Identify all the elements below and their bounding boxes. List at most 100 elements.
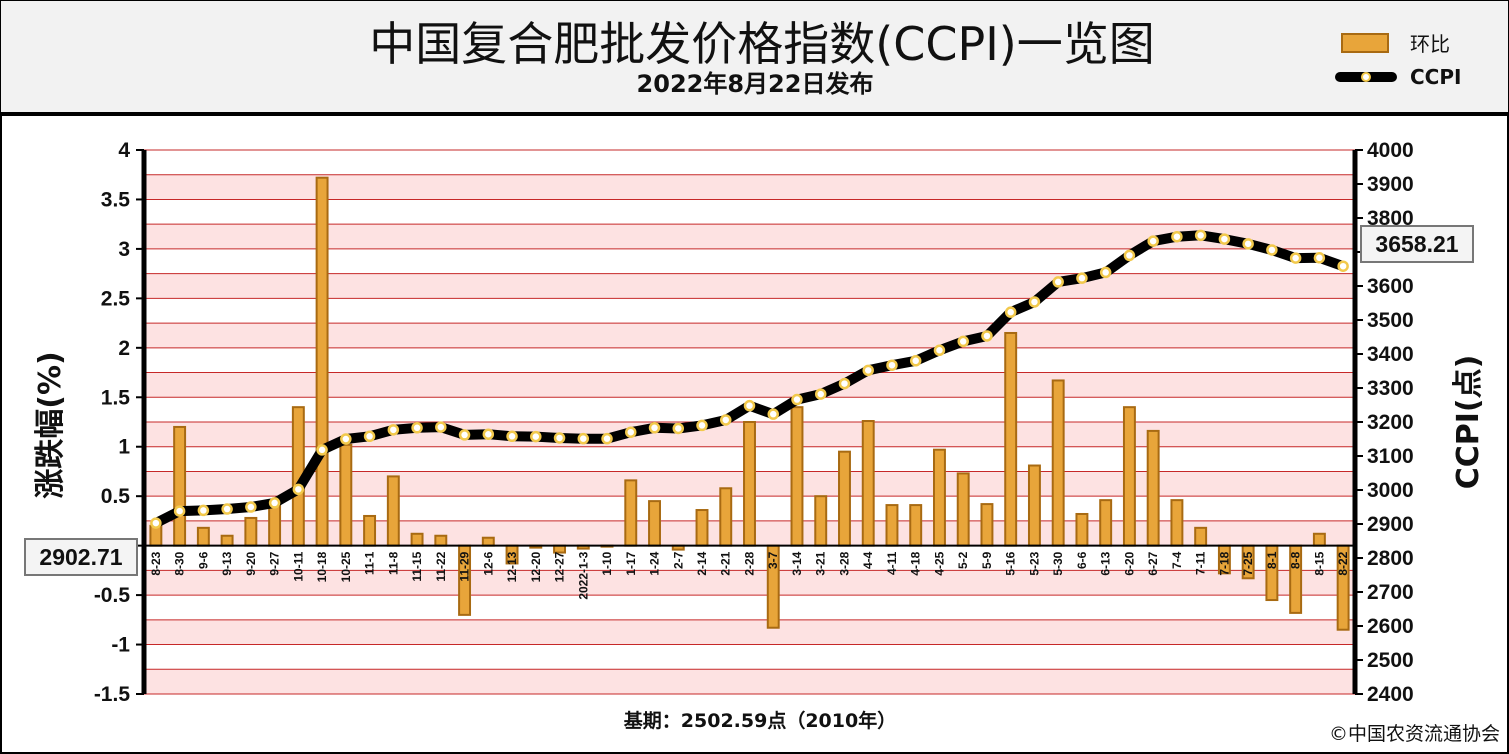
y2-tick-label: 3900 [1367, 173, 1414, 196]
bar [1170, 499, 1184, 547]
ccpi-point [886, 359, 898, 371]
y-tick-label: 4 [118, 139, 130, 162]
plot-band [144, 570, 1355, 596]
ccpi-point [981, 330, 993, 342]
bar [244, 516, 258, 547]
bar [386, 475, 400, 547]
start-callout-value: 2902.71 [39, 544, 122, 570]
x-tick-label: 11-15 [410, 551, 424, 581]
x-tick-label: 2-7 [671, 551, 685, 569]
x-tick-label: 12-20 [529, 551, 543, 582]
ccpi-line-series [150, 229, 1349, 529]
x-tick-label: 9-13 [220, 551, 234, 575]
ccpi-point [648, 422, 661, 434]
ccpi-point [933, 344, 946, 357]
x-tick-label: 10-11 [291, 551, 305, 581]
chart-title: 中国复合肥批发价格指数(CCPI)一览图 [369, 17, 1154, 71]
bar [1122, 406, 1136, 547]
y-tick-label: 3.5 [101, 188, 131, 211]
ccpi-point [814, 388, 827, 400]
ccpi-point [577, 432, 590, 445]
bar [1027, 464, 1041, 547]
y2-tick-label: 3500 [1367, 309, 1414, 332]
y-tick-label: -0.5 [94, 584, 131, 607]
x-tick-label: 12-13 [505, 551, 519, 582]
x-tick-label: 1-10 [600, 551, 614, 575]
bar [363, 514, 377, 547]
ccpi-point [1028, 296, 1041, 308]
left-axis-ticks: 4 3.5 3 2.5 2 1.5 1 0.5 -0.5 -1 -1.5 [94, 139, 144, 706]
x-tick-label: 2022-1-3 [576, 551, 590, 599]
ccpi-point [1313, 252, 1326, 264]
x-tick-label: 5-30 [1051, 551, 1065, 575]
x-tick-label: 5-9 [980, 551, 994, 569]
ccpi-point [506, 430, 518, 443]
ccpi-point [197, 504, 210, 517]
ccpi-point [862, 364, 874, 377]
bar [743, 421, 756, 547]
y-tick-label: -1.5 [94, 683, 131, 706]
x-tick-label: 8-15 [1312, 551, 1326, 575]
end-callout-box [1360, 225, 1474, 263]
bar [481, 536, 495, 547]
x-tick-label: 11-1 [363, 551, 377, 575]
y2-tick-label: 2800 [1367, 547, 1414, 570]
bar [1194, 526, 1208, 547]
ccpi-point [791, 393, 803, 406]
ccpi-point [743, 399, 756, 412]
x-tick-label: 3-21 [814, 551, 828, 575]
legend-line-label: CCPI [1410, 65, 1461, 89]
x-tick-label: 11-29 [458, 551, 472, 581]
y2-tick-label: 2500 [1367, 649, 1414, 672]
ccpi-point [458, 429, 471, 441]
start-callout-box [24, 538, 138, 576]
x-tick-label: 9-20 [244, 551, 258, 575]
x-tick-label: 7-4 [1170, 551, 1184, 569]
ccpi-point [1147, 235, 1159, 247]
bar [196, 526, 210, 547]
x-tick-label: 1-17 [624, 551, 638, 575]
x-tick-label: 1-24 [648, 551, 662, 575]
bar [268, 505, 282, 547]
ccpi-point [1123, 249, 1136, 262]
ccpi-point [411, 422, 423, 434]
ccpi-point [1289, 252, 1302, 264]
y-tick-label: 0.5 [101, 485, 131, 508]
y2-tick-label: 3300 [1367, 377, 1414, 400]
x-tick-label: 12-6 [481, 551, 495, 575]
x-tick-label: 5-16 [1004, 551, 1018, 575]
ccpi-point [482, 428, 495, 440]
ccpi-point [838, 377, 851, 390]
ccpi-point [1004, 306, 1017, 318]
legend-line-marker [1361, 72, 1371, 82]
plot-band [144, 669, 1355, 694]
y2-tick-label: 2400 [1367, 683, 1414, 706]
start-value-callout: 2902.71 [24, 538, 138, 576]
y2-tick-label: 3000 [1367, 479, 1414, 502]
ccpi-point [1218, 233, 1231, 245]
plot-band [144, 174, 1355, 200]
x-tick-label: 8-8 [1289, 551, 1303, 569]
ccpi-point [672, 422, 685, 435]
ccpi-point [767, 408, 779, 420]
x-tick-label: 9-6 [196, 551, 210, 569]
bar [1099, 499, 1113, 547]
bar [909, 504, 923, 547]
y-tick-label: 1.5 [101, 386, 131, 409]
bar [434, 534, 448, 547]
legend-bar-label: 环比 [1410, 32, 1450, 56]
bar [1146, 429, 1160, 547]
x-tick-label: 8-30 [173, 551, 187, 575]
x-tick-label: 10-25 [339, 551, 353, 582]
x-tick-label: 6-6 [1075, 551, 1089, 569]
x-tick-label: 7-25 [1241, 551, 1255, 575]
bar [220, 534, 234, 547]
x-tick-label: 3-14 [790, 551, 804, 575]
x-axis-ticks: 8-23 8-30 9-6 9-13 9-20 9-27 10-11 10-18 10-25 11… [149, 551, 1350, 599]
x-tick-label: 11-22 [434, 551, 448, 581]
y2-axis-label: CCPI(点) [1451, 355, 1486, 490]
y2-tick-label: 2900 [1367, 513, 1414, 536]
bar [339, 443, 353, 547]
y2-tick-label: 3600 [1367, 275, 1414, 298]
